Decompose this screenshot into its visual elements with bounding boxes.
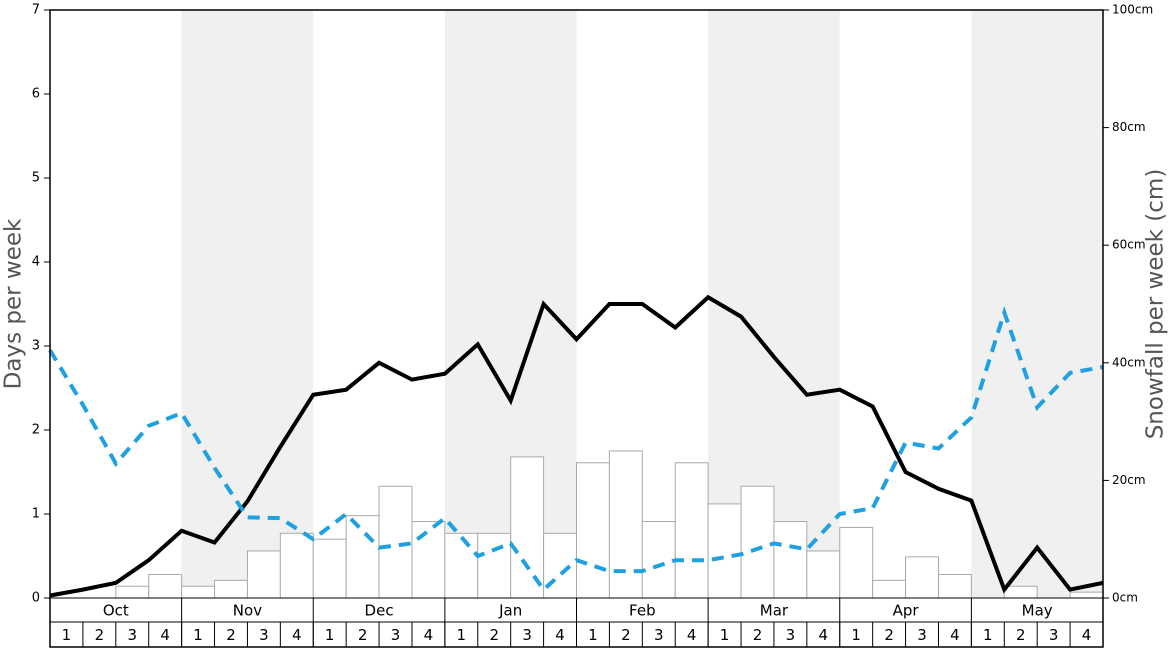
snowfall-bar	[641, 521, 676, 599]
month-label: Dec	[365, 602, 394, 620]
snowfall-bar	[477, 532, 512, 599]
week-label: 4	[687, 626, 697, 644]
week-label: 4	[424, 626, 434, 644]
y-tick-label: 5	[32, 171, 40, 186]
snowfall-bar	[148, 573, 183, 599]
month-label: Jan	[498, 602, 522, 620]
week-label: 1	[62, 626, 72, 644]
week-label: 4	[292, 626, 302, 644]
week-label: 1	[325, 626, 335, 644]
week-label: 3	[786, 626, 796, 644]
axes: Oct Nov Dec Jan Feb Mar Apr May 1 2 3 4 1 2 3 4 1 2 3 4 1 2 3 4…	[32, 3, 1153, 648]
week-label: 2	[95, 626, 105, 644]
y-tick-label: 4	[32, 255, 40, 270]
y-tick-label: 3	[32, 339, 40, 354]
snowfall-bar	[411, 521, 446, 599]
month-bands	[181, 10, 1103, 598]
snowfall-bar	[707, 503, 742, 599]
y2-tick-label: 100cm	[1112, 3, 1153, 17]
week-label: 4	[1082, 626, 1092, 644]
snowfall-bar	[839, 526, 874, 599]
week-label: 3	[127, 626, 137, 644]
month-label: Mar	[760, 602, 789, 620]
y-tick-label: 1	[32, 507, 40, 522]
month-label: Nov	[233, 602, 262, 620]
week-label: 1	[851, 626, 861, 644]
week-label: 3	[391, 626, 401, 644]
snowfall-bar	[510, 456, 545, 599]
week-label: 1	[720, 626, 730, 644]
snowfall-bar	[444, 532, 479, 599]
snowfall-bar	[773, 521, 808, 599]
snowfall-bar	[872, 579, 907, 599]
week-label: 1	[193, 626, 203, 644]
week-label: 3	[654, 626, 664, 644]
y2-tick-label: 0cm	[1112, 591, 1138, 605]
week-label: 3	[1049, 626, 1059, 644]
snowfall-bar	[312, 538, 347, 599]
y2-tick-label: 40cm	[1112, 355, 1146, 369]
month-label: Oct	[103, 602, 129, 620]
snowfall-bar	[937, 573, 972, 599]
month-label: Apr	[893, 602, 920, 620]
snowfall-bar	[246, 550, 281, 599]
snowfall-bar	[181, 585, 216, 599]
line	[48, 306, 1104, 593]
month-label: Feb	[629, 602, 656, 620]
y2-tick-label: 80cm	[1112, 120, 1146, 134]
snowfall-bar	[674, 462, 709, 599]
y-axis-title: Days per week	[1, 218, 27, 389]
week-label: 3	[259, 626, 269, 644]
snowfall-bar	[1069, 591, 1104, 599]
snowfall-bar	[214, 579, 248, 599]
week-label: 1	[457, 626, 467, 644]
line	[49, 294, 1104, 598]
month-band	[971, 10, 1103, 598]
week-label: 1	[588, 626, 598, 644]
month-band	[181, 10, 314, 598]
snowfall-bar	[576, 462, 610, 599]
week-label: 4	[950, 626, 960, 644]
lines	[48, 294, 1104, 598]
snowfall-bar	[543, 532, 577, 599]
week-label: 4	[555, 626, 565, 644]
week-label: 3	[522, 626, 532, 644]
y-tick-label: 0	[32, 591, 40, 606]
y-tick-label: 2	[32, 423, 40, 438]
y2-tick-label: 20cm	[1112, 473, 1146, 487]
week-label: 2	[358, 626, 368, 644]
snowfall-bar	[740, 485, 775, 599]
snowfall-bar	[345, 515, 380, 599]
month-label: May	[1022, 602, 1053, 620]
week-label: 2	[884, 626, 894, 644]
week-label: 3	[917, 626, 927, 644]
snowfall-bar	[279, 532, 314, 599]
week-label: 4	[819, 626, 829, 644]
bars	[115, 450, 1104, 599]
week-label: 2	[226, 626, 236, 644]
week-label: 2	[1016, 626, 1026, 644]
snowfall-bar	[115, 585, 150, 599]
snowfall-bar	[608, 450, 643, 599]
snowfall-bar	[905, 556, 939, 599]
y2-axis-title: Snowfall per week (cm)	[1143, 169, 1168, 440]
plot-frame	[49, 9, 1104, 648]
week-label: 2	[489, 626, 499, 644]
snowfall-bar	[806, 550, 841, 599]
week-label: 2	[621, 626, 631, 644]
week-label: 2	[753, 626, 763, 644]
week-label: 4	[160, 626, 170, 644]
week-label: 1	[983, 626, 993, 644]
y2-tick-label: 60cm	[1112, 238, 1146, 252]
y-tick-label: 7	[32, 3, 40, 18]
snowfall-bar	[1003, 585, 1038, 599]
y-tick-label: 6	[32, 87, 40, 102]
